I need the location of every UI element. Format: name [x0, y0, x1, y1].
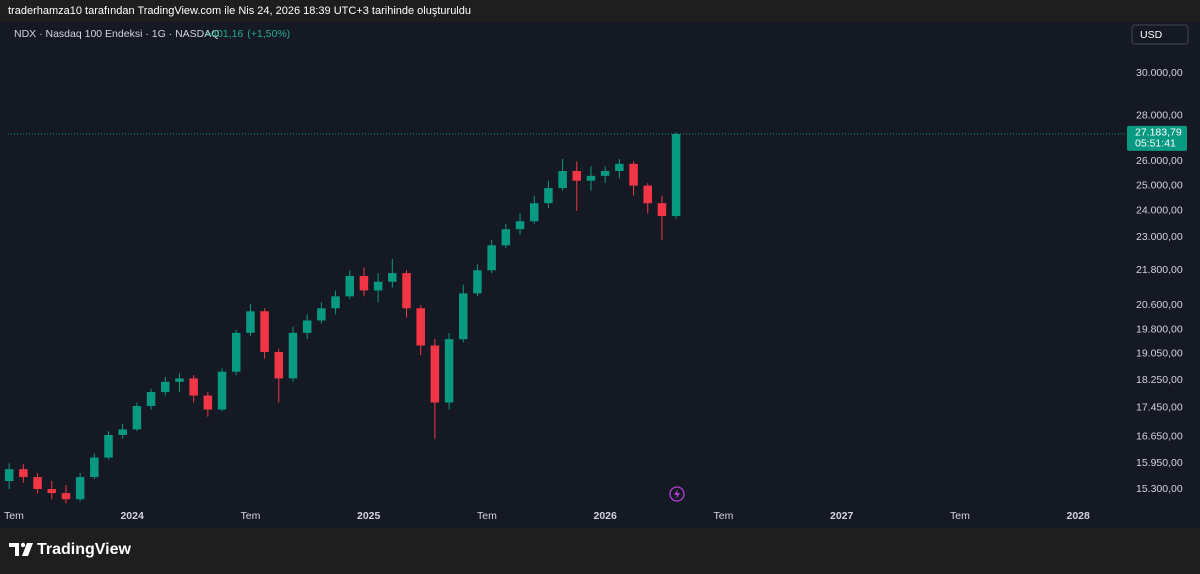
candle-body — [90, 457, 99, 478]
caption: traderhamza10 tarafından TradingView.com… — [8, 5, 471, 17]
y-tick-label: 19.050,00 — [1136, 347, 1183, 359]
y-tick-label: 17.450,00 — [1136, 402, 1183, 414]
x-tick-label: Tem — [477, 510, 497, 522]
y-tick-label: 26.000,00 — [1136, 155, 1183, 167]
y-tick-label: 24.000,00 — [1136, 205, 1183, 217]
x-tick-label: Tem — [4, 510, 24, 522]
candle-body — [487, 245, 496, 271]
candle-body — [61, 493, 71, 500]
y-tick-label: 21.800,00 — [1136, 264, 1183, 276]
candle-body — [643, 185, 652, 204]
x-tick-label: 2027 — [830, 510, 854, 522]
x-tick-label: Tem — [950, 510, 970, 522]
candle-body — [175, 378, 184, 382]
candle-body — [586, 175, 596, 181]
y-tick-label: 25.000,00 — [1136, 179, 1183, 191]
candle-body — [388, 273, 397, 282]
event-icon[interactable] — [669, 486, 685, 502]
candle-body — [47, 489, 57, 494]
candle-body — [501, 229, 511, 246]
logo-mark — [9, 543, 19, 556]
candle-body — [331, 296, 340, 309]
candle-body — [302, 320, 312, 333]
brand: TradingView — [37, 541, 132, 558]
candle-body — [33, 477, 42, 490]
y-tick-label: 15.300,00 — [1136, 483, 1183, 495]
candle-body — [430, 345, 440, 403]
candle-body — [132, 406, 142, 430]
change-pct: (+1,50%) — [247, 28, 290, 40]
candle-body — [4, 469, 14, 482]
candle-body — [444, 339, 454, 403]
change: +401,16 — [205, 28, 243, 40]
candle-body — [161, 381, 170, 393]
candle-body — [260, 311, 269, 352]
candle-body — [288, 332, 298, 379]
candle-body — [246, 311, 255, 333]
y-tick-label: 30.000,00 — [1136, 67, 1183, 79]
candle-body — [373, 281, 383, 291]
candle-body — [402, 273, 411, 309]
event-bolt — [674, 489, 680, 499]
x-tick-label: 2024 — [120, 510, 144, 522]
x-tick-label: Tem — [713, 510, 733, 522]
countdown: 05:51:41 — [1135, 138, 1176, 150]
y-tick-label: 20.600,00 — [1136, 299, 1183, 311]
candle-body — [75, 477, 85, 500]
y-tick-label: 16.650,00 — [1136, 431, 1183, 443]
candle-body — [118, 429, 127, 435]
y-tick-label: 23.000,00 — [1136, 231, 1183, 243]
last-price-box — [1127, 125, 1187, 151]
y-tick-label: 15.950,00 — [1136, 457, 1183, 469]
chart-panel — [0, 22, 1200, 528]
candle-body — [203, 395, 213, 410]
y-tick-label: 28.000,00 — [1136, 109, 1183, 121]
candle-body — [217, 371, 227, 410]
candle-body — [529, 203, 539, 222]
x-tick-label: Tem — [240, 510, 260, 522]
candle-body — [459, 293, 468, 340]
last-price-label: 27.183,79 — [1135, 127, 1182, 139]
logo-dot — [20, 542, 26, 548]
currency-button[interactable] — [1131, 24, 1189, 45]
y-tick-label: 18.250,00 — [1136, 374, 1183, 386]
candle-body — [317, 308, 326, 321]
candle-body — [600, 170, 610, 176]
candle-body — [19, 469, 28, 478]
x-tick-label: 2028 — [1066, 510, 1090, 522]
candle-body — [359, 275, 369, 291]
candle-body — [146, 392, 156, 407]
candle-body — [515, 221, 525, 230]
candle-body — [274, 351, 284, 379]
candle-body — [615, 163, 624, 171]
candle-body — [671, 133, 681, 217]
candle-body — [657, 203, 667, 217]
candle-body — [544, 188, 553, 204]
chart-title: NDX · Nasdaq 100 Endeksi · 1G · NASDAQ — [14, 28, 219, 40]
candle-body — [104, 434, 113, 458]
currency[interactable]: USD — [1140, 29, 1163, 41]
x-tick-label: 2026 — [593, 510, 617, 522]
candle-body — [231, 332, 241, 372]
candle-body — [473, 270, 482, 294]
candle-body — [558, 170, 567, 189]
y-tick-label: 19.800,00 — [1136, 324, 1183, 336]
candle-body — [572, 170, 582, 181]
x-tick-label: 2025 — [357, 510, 381, 522]
logo-mark — [22, 543, 33, 556]
logo — [9, 542, 33, 556]
candle-body — [416, 308, 425, 346]
candle-body — [189, 378, 198, 396]
candle-body — [345, 275, 355, 297]
candle-body — [629, 163, 638, 186]
